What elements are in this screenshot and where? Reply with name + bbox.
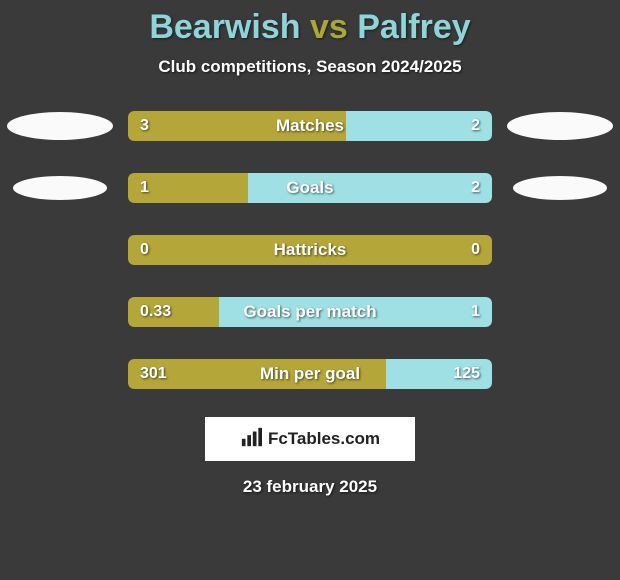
brand-logo[interactable]: FcTables.com xyxy=(205,417,415,461)
stat-bar: 00Hattricks xyxy=(128,235,492,265)
brand-text: FcTables.com xyxy=(268,429,380,449)
bar-segment-right xyxy=(219,297,492,327)
team-badge-left xyxy=(13,176,107,200)
player1-name: Bearwish xyxy=(149,8,300,46)
stats-list: 32Matches12Goals00Hattricks0.331Goals pe… xyxy=(0,103,620,397)
stat-row: 32Matches xyxy=(0,103,620,149)
left-badge-slot xyxy=(0,176,120,200)
stat-row: 12Goals xyxy=(0,165,620,211)
stat-bar: 0.331Goals per match xyxy=(128,297,492,327)
stat-value-left: 3 xyxy=(140,111,149,141)
stat-bar: 301125Min per goal xyxy=(128,359,492,389)
page-title: Bearwish vs Palfrey xyxy=(0,8,620,47)
stat-bar: 12Goals xyxy=(128,173,492,203)
subtitle: Club competitions, Season 2024/2025 xyxy=(0,57,620,77)
team-badge-right xyxy=(513,176,607,200)
stat-value-right: 1 xyxy=(471,297,480,327)
comparison-widget: Bearwish vs Palfrey Club competitions, S… xyxy=(0,0,620,580)
team-badge-left xyxy=(7,112,113,140)
stat-value-left: 0.33 xyxy=(140,297,171,327)
bar-chart-icon xyxy=(240,426,262,453)
bar-segment-left xyxy=(128,111,346,141)
stat-value-right: 125 xyxy=(453,359,480,389)
bar-background xyxy=(128,111,492,141)
bar-background xyxy=(128,235,492,265)
stat-row: 301125Min per goal xyxy=(0,351,620,397)
stat-row: 00Hattricks xyxy=(0,227,620,273)
bar-background xyxy=(128,297,492,327)
stat-value-right: 0 xyxy=(471,235,480,265)
bar-segment-left xyxy=(128,235,492,265)
stat-bar: 32Matches xyxy=(128,111,492,141)
stat-value-left: 1 xyxy=(140,173,149,203)
stat-value-left: 301 xyxy=(140,359,167,389)
right-badge-slot xyxy=(500,176,620,200)
player2-name: Palfrey xyxy=(357,8,470,46)
vs-separator: vs xyxy=(310,8,348,46)
team-badge-right xyxy=(507,112,613,140)
stat-value-right: 2 xyxy=(471,173,480,203)
bar-background xyxy=(128,359,492,389)
right-badge-slot xyxy=(500,112,620,140)
bar-background xyxy=(128,173,492,203)
bar-segment-right xyxy=(248,173,492,203)
stat-value-left: 0 xyxy=(140,235,149,265)
stat-row: 0.331Goals per match xyxy=(0,289,620,335)
left-badge-slot xyxy=(0,112,120,140)
stat-value-right: 2 xyxy=(471,111,480,141)
date-label: 23 february 2025 xyxy=(0,477,620,497)
